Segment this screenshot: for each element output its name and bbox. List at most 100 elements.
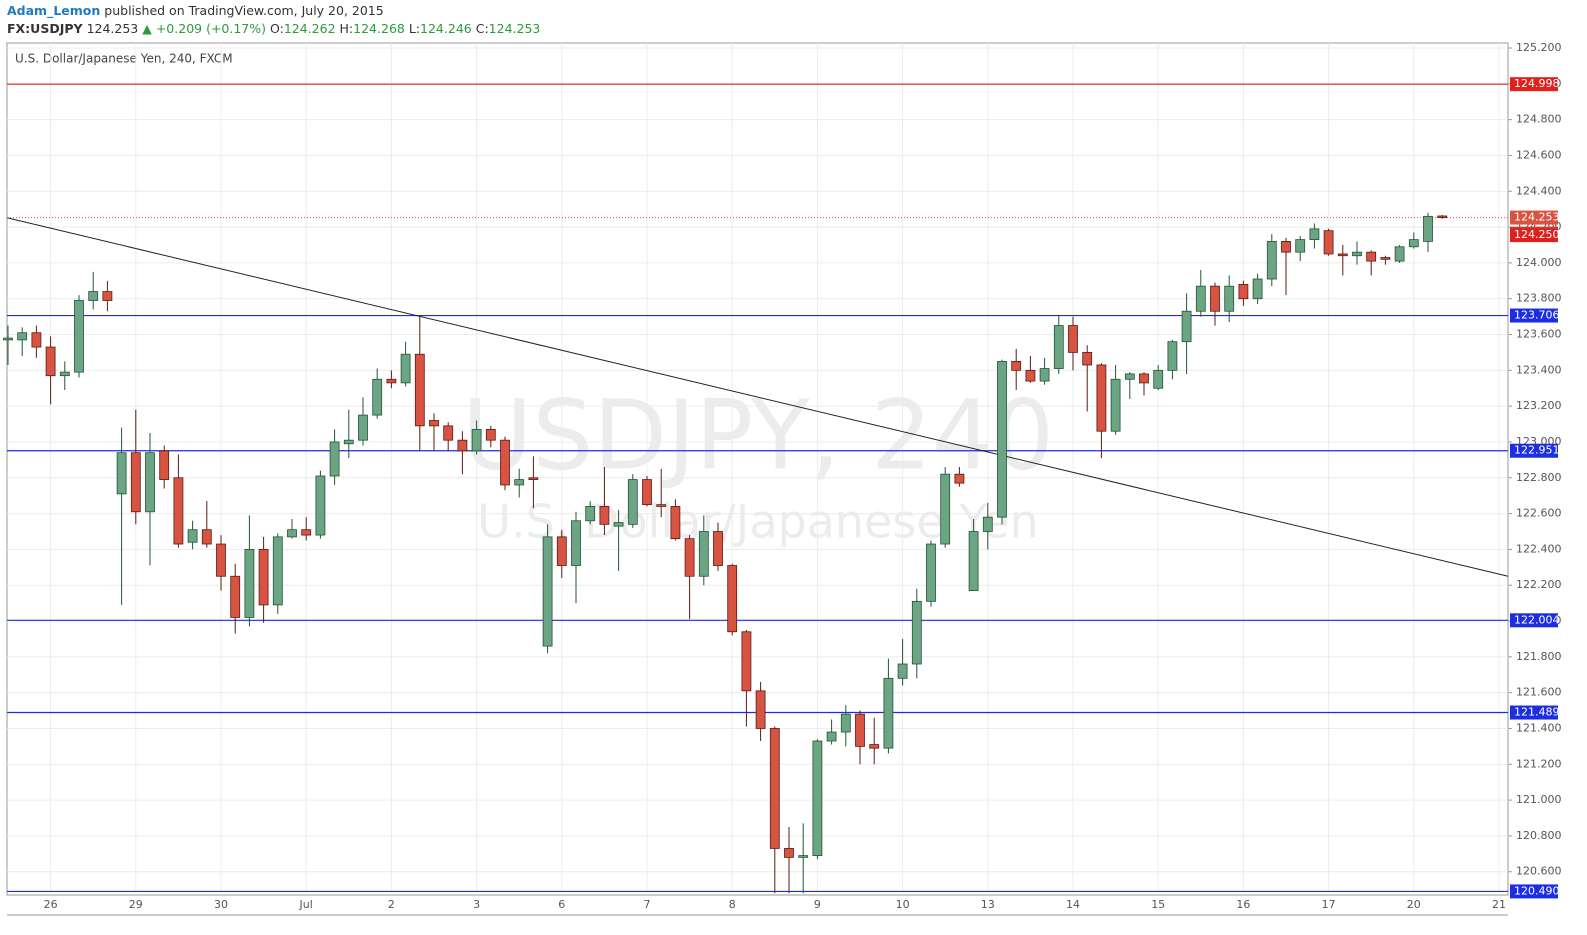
candle-body <box>1266 241 1277 280</box>
y-tick-label: 120.800 <box>1516 829 1562 842</box>
level-tag <box>1510 705 1558 720</box>
level-tag <box>1510 308 1558 323</box>
candle-body <box>556 536 567 566</box>
symbol: FX:USDJPY <box>7 21 84 36</box>
candle-body <box>926 543 936 602</box>
x-tick-label: 29 <box>129 898 143 911</box>
candle-body <box>1167 341 1178 371</box>
close-label: C: <box>476 21 489 36</box>
candle-body <box>258 549 269 606</box>
candle-body <box>684 538 695 577</box>
candle-body <box>514 479 525 486</box>
last-price-label: 124.253 <box>1514 211 1560 224</box>
candle-body <box>457 439 468 452</box>
candle-body <box>1210 285 1220 312</box>
candle-body <box>31 332 42 348</box>
x-tick-label: 3 <box>473 898 480 911</box>
level-tag <box>1510 77 1558 92</box>
x-tick-label: 15 <box>1151 898 1165 911</box>
candle-body <box>1252 278 1263 300</box>
candle-body <box>1337 253 1348 257</box>
level-tag-label: 122.004 <box>1514 613 1560 626</box>
x-tick-label: 30 <box>214 898 228 911</box>
level-tag <box>1510 443 1558 458</box>
candle-body <box>301 529 312 536</box>
y-tick-label: 123.600 <box>1516 328 1562 341</box>
header-line-1: Adam_Lemon published on TradingView.com,… <box>7 3 384 19</box>
candle-body <box>897 663 908 679</box>
candle-body <box>1224 285 1235 312</box>
candle-body <box>784 848 794 858</box>
candle-body <box>145 452 155 513</box>
candle-body <box>45 346 56 377</box>
y-tick-label: 121.200 <box>1516 757 1562 770</box>
candle-body <box>1437 215 1448 218</box>
candle-body <box>855 713 865 747</box>
candle-body <box>102 291 113 301</box>
chart-title: U.S. Dollar/Japanese Yen, 240, FXCM <box>15 52 233 66</box>
open-label: O: <box>270 21 284 36</box>
candle-body <box>1096 364 1107 432</box>
candle-body <box>1068 325 1078 353</box>
y-tick-label: 121.000 <box>1516 793 1562 806</box>
candle-body <box>642 479 652 506</box>
level-tag <box>1510 613 1558 628</box>
x-tick-label: 6 <box>558 898 565 911</box>
candle-body <box>485 429 496 441</box>
candle-body <box>656 504 667 507</box>
y-tick-label: 121.400 <box>1516 721 1562 734</box>
candle-body <box>911 600 922 665</box>
last: 124.253 <box>87 21 139 36</box>
candle-body <box>1323 230 1334 255</box>
y-tick-label: 122.600 <box>1516 507 1562 520</box>
candle-body <box>443 425 454 441</box>
candle-body <box>372 378 383 416</box>
published: published on TradingView.com, July 20, 2… <box>104 3 383 18</box>
candle-body <box>1153 369 1164 389</box>
candle-body <box>1053 325 1064 369</box>
x-tick-label: 21 <box>1492 898 1506 911</box>
candle-body <box>1281 241 1291 253</box>
low-label: L: <box>409 21 420 36</box>
candle-body <box>287 529 297 538</box>
y-tick-label: 124.600 <box>1516 148 1562 161</box>
candle-body <box>471 429 482 452</box>
candle-body <box>954 473 965 484</box>
candle-body <box>968 531 979 591</box>
candle-body <box>244 549 255 618</box>
x-tick-label: 14 <box>1066 898 1080 911</box>
candle-body <box>826 731 837 742</box>
y-tick-label: 125.200 <box>1516 41 1562 54</box>
candle-body <box>216 543 226 577</box>
candle-body <box>1366 251 1377 262</box>
candle-body <box>272 536 283 606</box>
candle-body <box>414 353 425 427</box>
candle-body <box>116 452 127 495</box>
candle-body <box>1139 373 1149 384</box>
candle-body <box>1295 239 1306 253</box>
candle-body <box>670 506 681 540</box>
candle-body <box>613 522 624 527</box>
candle-body <box>1380 257 1391 260</box>
close: 124.253 <box>489 21 541 36</box>
candle-body <box>500 439 510 486</box>
candle-body <box>201 529 212 545</box>
y-tick-label: 123.800 <box>1516 292 1562 305</box>
candle-body <box>1082 352 1093 366</box>
candle-body <box>741 631 752 692</box>
candle-body <box>627 479 638 525</box>
candle-body <box>1124 373 1135 380</box>
y-tick-label: 122.400 <box>1516 542 1562 555</box>
candle-body <box>59 371 70 377</box>
change: ▲ +0.209 (+0.17%) <box>142 21 266 36</box>
candle-body <box>599 506 610 525</box>
candle-body <box>528 477 539 480</box>
candle-body <box>173 477 184 545</box>
x-tick-label: 9 <box>814 898 821 911</box>
header-line-2: FX:USDJPY 124.253 ▲ +0.209 (+0.17%) O: 12… <box>7 21 540 36</box>
candle-body <box>386 378 397 384</box>
watermark: USDJPY, 240 <box>462 379 1054 491</box>
candle-body <box>130 452 141 513</box>
x-tick-label: 7 <box>644 898 651 911</box>
author[interactable]: Adam_Lemon <box>7 3 100 19</box>
